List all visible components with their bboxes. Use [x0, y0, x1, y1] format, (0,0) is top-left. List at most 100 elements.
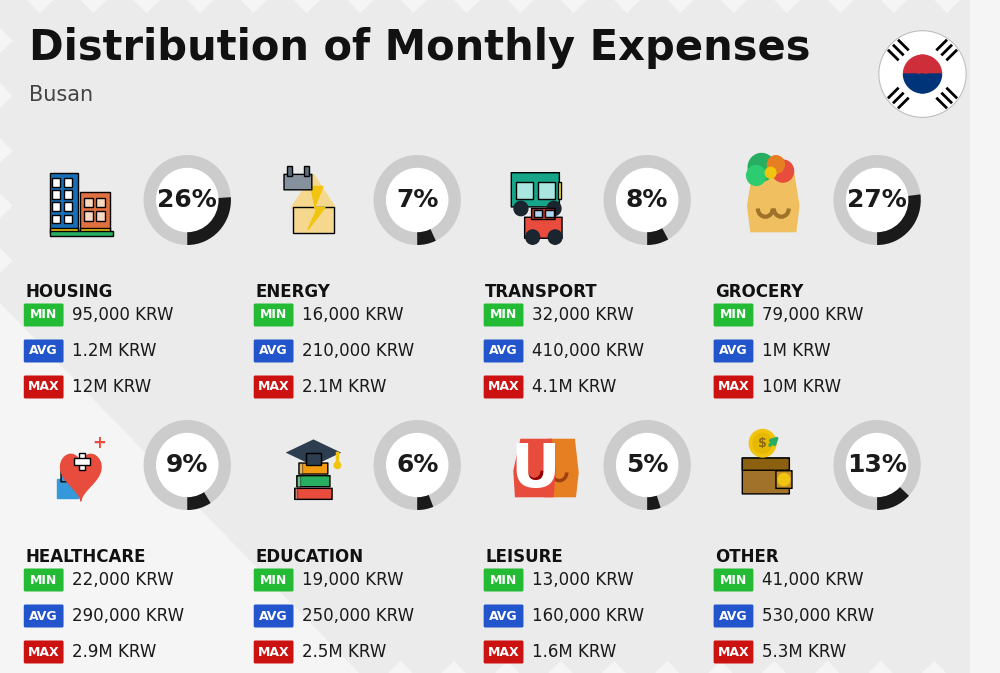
- FancyBboxPatch shape: [299, 463, 302, 474]
- FancyBboxPatch shape: [295, 489, 332, 499]
- FancyBboxPatch shape: [52, 178, 60, 186]
- Circle shape: [547, 201, 561, 215]
- FancyBboxPatch shape: [558, 182, 561, 199]
- Circle shape: [334, 462, 341, 468]
- Circle shape: [526, 230, 540, 244]
- Wedge shape: [603, 420, 691, 510]
- Circle shape: [765, 168, 776, 178]
- Circle shape: [913, 74, 932, 93]
- Text: AVG: AVG: [259, 345, 288, 357]
- Circle shape: [387, 168, 448, 232]
- FancyBboxPatch shape: [80, 192, 110, 230]
- FancyBboxPatch shape: [511, 173, 559, 207]
- Wedge shape: [374, 155, 461, 245]
- Text: 290,000 KRW: 290,000 KRW: [72, 607, 184, 625]
- FancyBboxPatch shape: [254, 641, 294, 664]
- Wedge shape: [144, 155, 231, 245]
- Text: 12M KRW: 12M KRW: [72, 378, 151, 396]
- FancyBboxPatch shape: [24, 376, 64, 398]
- Text: ENERGY: ENERGY: [255, 283, 330, 301]
- Text: MAX: MAX: [488, 645, 519, 658]
- FancyBboxPatch shape: [80, 228, 110, 233]
- Text: 210,000 KRW: 210,000 KRW: [302, 342, 414, 360]
- FancyBboxPatch shape: [24, 304, 64, 326]
- Text: AVG: AVG: [489, 610, 518, 623]
- Polygon shape: [514, 439, 555, 497]
- Wedge shape: [647, 227, 668, 245]
- Text: 2.5M KRW: 2.5M KRW: [302, 643, 386, 661]
- FancyBboxPatch shape: [84, 197, 93, 207]
- FancyBboxPatch shape: [776, 470, 792, 489]
- FancyBboxPatch shape: [714, 376, 753, 398]
- Text: 26%: 26%: [157, 188, 217, 212]
- Polygon shape: [308, 186, 325, 229]
- FancyBboxPatch shape: [306, 453, 321, 464]
- Text: AVG: AVG: [29, 345, 58, 357]
- Text: 5%: 5%: [626, 453, 668, 477]
- Wedge shape: [144, 420, 231, 510]
- Circle shape: [767, 155, 784, 174]
- Text: 1.6M KRW: 1.6M KRW: [532, 643, 616, 661]
- FancyBboxPatch shape: [284, 174, 312, 190]
- FancyBboxPatch shape: [24, 641, 64, 664]
- FancyBboxPatch shape: [254, 569, 294, 592]
- FancyBboxPatch shape: [297, 476, 330, 487]
- Circle shape: [879, 31, 966, 117]
- Text: GROCERY: GROCERY: [715, 283, 803, 301]
- Text: MAX: MAX: [28, 645, 59, 658]
- Text: 95,000 KRW: 95,000 KRW: [72, 306, 173, 324]
- Text: Distribution of Monthly Expenses: Distribution of Monthly Expenses: [29, 27, 811, 69]
- Text: 530,000 KRW: 530,000 KRW: [762, 607, 874, 625]
- FancyBboxPatch shape: [714, 641, 753, 664]
- FancyBboxPatch shape: [96, 197, 105, 207]
- FancyBboxPatch shape: [79, 453, 85, 470]
- Text: 13%: 13%: [847, 453, 907, 477]
- FancyBboxPatch shape: [484, 339, 523, 363]
- FancyBboxPatch shape: [293, 207, 334, 233]
- Circle shape: [772, 160, 794, 182]
- FancyBboxPatch shape: [742, 458, 789, 470]
- FancyBboxPatch shape: [50, 173, 78, 230]
- Text: 41,000 KRW: 41,000 KRW: [762, 571, 863, 589]
- Text: MIN: MIN: [490, 308, 517, 322]
- Text: TRANSPORT: TRANSPORT: [485, 283, 598, 301]
- Text: HOUSING: HOUSING: [25, 283, 113, 301]
- Circle shape: [157, 168, 218, 232]
- Wedge shape: [374, 420, 461, 510]
- FancyBboxPatch shape: [254, 376, 294, 398]
- Circle shape: [847, 168, 908, 232]
- Wedge shape: [417, 229, 436, 245]
- Text: 8%: 8%: [626, 188, 668, 212]
- Text: 10M KRW: 10M KRW: [762, 378, 841, 396]
- Text: MAX: MAX: [718, 380, 749, 394]
- FancyBboxPatch shape: [714, 304, 753, 326]
- Text: LEISURE: LEISURE: [485, 548, 563, 566]
- Text: 13,000 KRW: 13,000 KRW: [532, 571, 633, 589]
- Circle shape: [748, 153, 775, 181]
- Wedge shape: [603, 155, 691, 245]
- Text: MAX: MAX: [258, 380, 289, 394]
- Text: AVG: AVG: [259, 610, 288, 623]
- Text: 27%: 27%: [847, 188, 907, 212]
- FancyBboxPatch shape: [76, 470, 82, 482]
- FancyBboxPatch shape: [484, 569, 523, 592]
- Circle shape: [847, 433, 908, 497]
- FancyBboxPatch shape: [525, 217, 562, 238]
- Text: $: $: [758, 437, 767, 450]
- Text: 250,000 KRW: 250,000 KRW: [302, 607, 414, 625]
- Text: 9%: 9%: [166, 453, 208, 477]
- FancyBboxPatch shape: [534, 209, 542, 217]
- FancyBboxPatch shape: [52, 190, 60, 199]
- Text: Busan: Busan: [29, 85, 93, 105]
- FancyBboxPatch shape: [484, 304, 523, 326]
- Text: MIN: MIN: [30, 308, 57, 322]
- Text: 1M KRW: 1M KRW: [762, 342, 830, 360]
- Polygon shape: [60, 454, 101, 501]
- Polygon shape: [57, 479, 78, 498]
- FancyBboxPatch shape: [714, 604, 753, 627]
- Circle shape: [747, 166, 766, 185]
- Wedge shape: [417, 494, 433, 510]
- Circle shape: [157, 433, 218, 497]
- FancyBboxPatch shape: [714, 339, 753, 363]
- Text: MIN: MIN: [260, 308, 287, 322]
